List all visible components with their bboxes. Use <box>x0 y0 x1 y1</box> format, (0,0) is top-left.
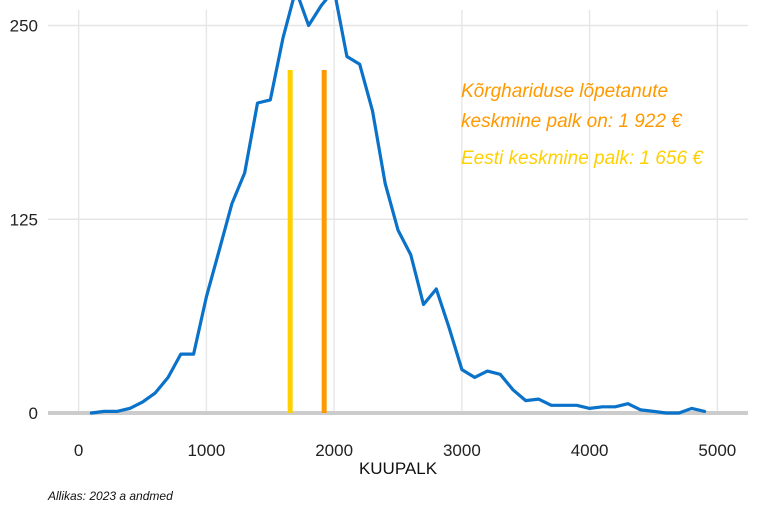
annotations: Kõrghariduse lõpetanute keskmine palk on… <box>461 81 704 169</box>
series-line <box>89 0 707 415</box>
source-note: Allikas: 2023 a andmed <box>47 489 173 503</box>
y-tick-label: 125 <box>10 210 38 229</box>
annotation-text: Eesti keskmine palk: 1 656 € <box>461 148 704 169</box>
x-tick-label: 4000 <box>571 441 609 460</box>
x-axis-title: KUUPALK <box>359 459 438 478</box>
tick-labels: 0 1000 2000 3000 4000 5000 0 125 250 <box>10 17 737 461</box>
y-tick-label: 0 <box>29 404 38 423</box>
reference-lines <box>287 70 327 413</box>
x-tick-label: 1000 <box>187 441 225 460</box>
series-layer <box>89 0 707 415</box>
annotation-text: Kõrghariduse lõpetanute <box>461 81 668 102</box>
x-tick-label: 2000 <box>315 441 353 460</box>
x-tick-label: 5000 <box>698 441 736 460</box>
annotation-text: keskmine palk on: 1 922 € <box>461 111 683 132</box>
y-tick-label: 250 <box>10 17 38 36</box>
x-tick-label: 3000 <box>443 441 481 460</box>
grid-lines <box>48 10 748 413</box>
x-tick-label: 0 <box>74 441 83 460</box>
